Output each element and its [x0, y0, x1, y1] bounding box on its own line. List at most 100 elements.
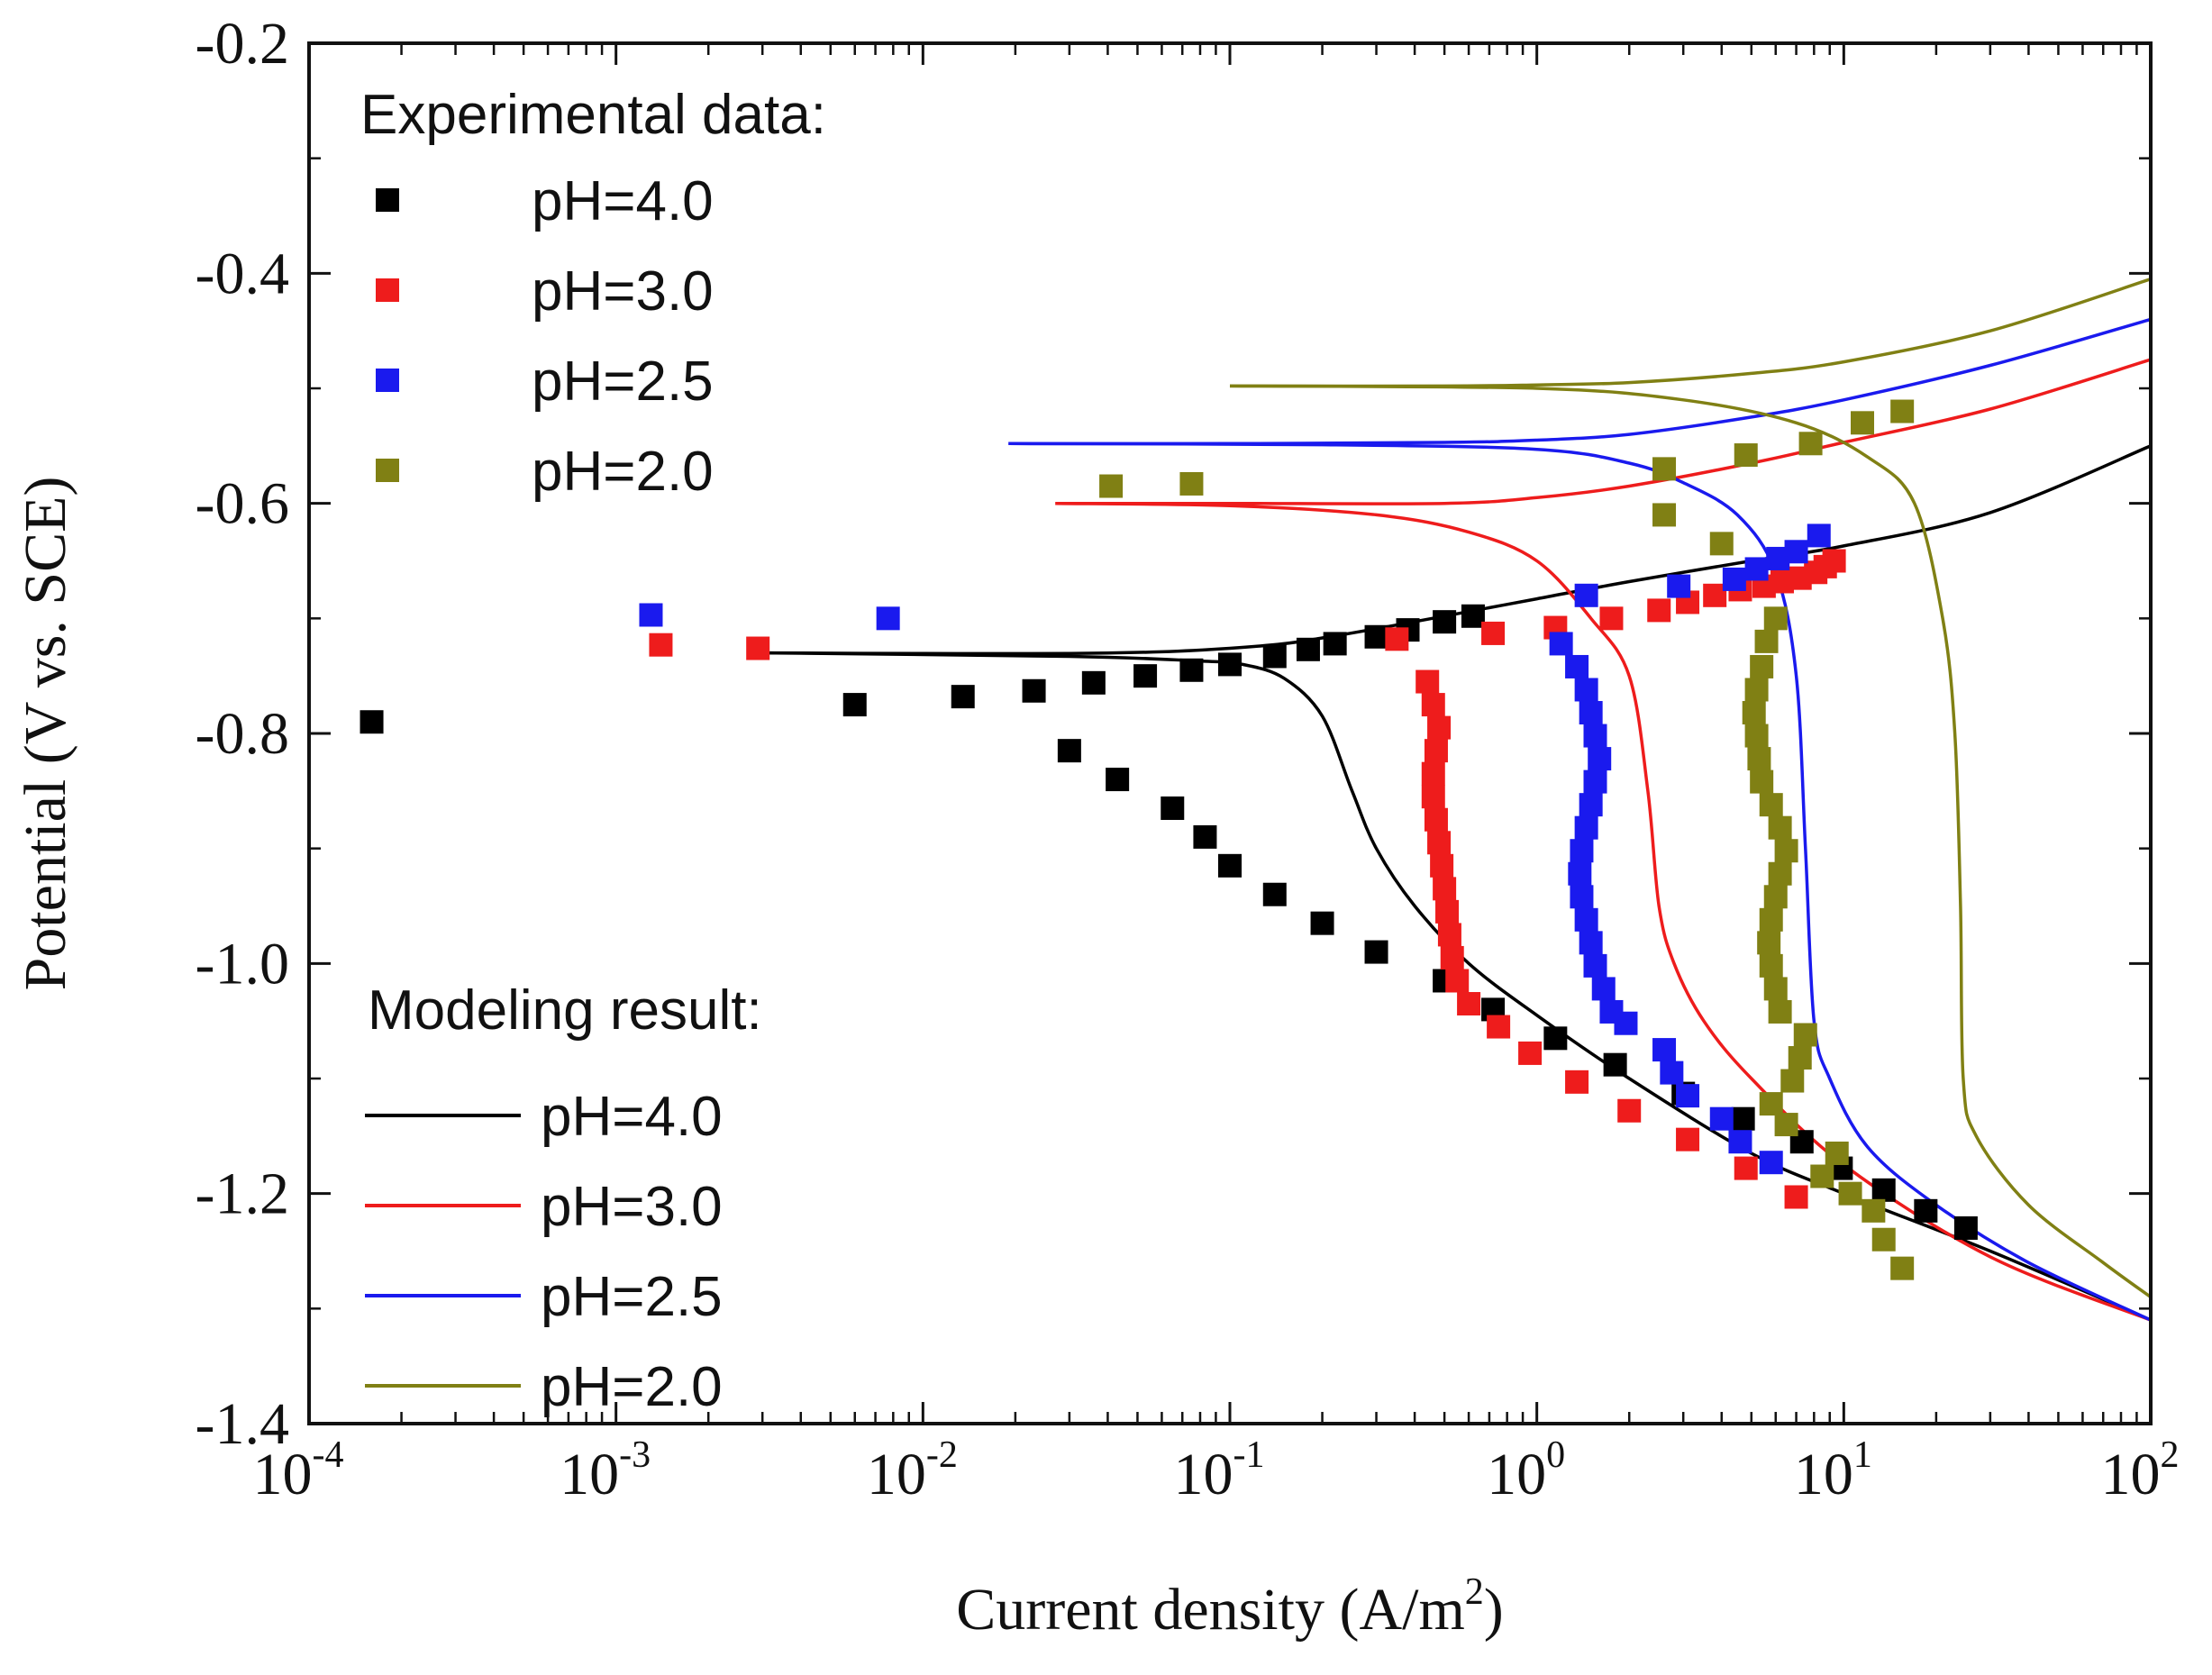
exp-point-pH=3.0	[746, 636, 770, 660]
legend-label-modeling: pH=4.0	[541, 1086, 723, 1148]
exp-point-pH=2.5	[1570, 839, 1594, 863]
exp-point-pH=3.0	[1703, 583, 1727, 607]
exp-point-pH=2.5	[1579, 931, 1603, 955]
exp-point-pH=3.0	[1427, 831, 1452, 855]
exp-point-pH=2.0	[1652, 503, 1677, 527]
legend-modeling-title: Modeling result:	[368, 979, 762, 1042]
model-curve-pH=2.5	[1008, 317, 2151, 446]
legend-label-experimental: pH=2.5	[532, 350, 714, 413]
legend-label-experimental: pH=3.0	[532, 260, 714, 323]
exp-point-pH=3.0	[1424, 807, 1448, 832]
legend: Experimental data: Modeling result: pH=4…	[360, 84, 826, 1418]
exp-point-pH=2.0	[1759, 907, 1783, 932]
exp-point-pH=2.0	[1754, 629, 1779, 653]
experimental-points	[360, 399, 1978, 1280]
x-axis-title: Current density (A/m2)	[956, 1571, 1504, 1643]
exp-point-pH=3.0	[1457, 992, 1481, 1016]
exp-point-pH=2.0	[1788, 1046, 1812, 1070]
exp-point-pH=3.0	[1487, 1015, 1511, 1039]
legend-label-modeling: pH=2.5	[541, 1266, 723, 1328]
x-tick-label: 10-4	[253, 1434, 344, 1507]
exp-point-pH=2.0	[1768, 815, 1792, 840]
exp-point-pH=3.0	[1617, 1098, 1642, 1123]
exp-point-pH=4.0	[1161, 796, 1185, 820]
exp-point-pH=2.5	[1728, 1130, 1752, 1154]
exp-point-pH=2.0	[1763, 885, 1788, 909]
y-tick-label: -1.0	[196, 931, 289, 997]
exp-point-pH=4.0	[1433, 610, 1457, 634]
exp-point-pH=2.5	[1667, 574, 1691, 598]
x-tick-label: 102	[2101, 1434, 2180, 1507]
plot-frame	[307, 41, 2153, 1425]
exp-point-pH=3.0	[1385, 627, 1409, 651]
legend-marker-experimental	[376, 188, 399, 212]
exp-point-pH=4.0	[1603, 1052, 1627, 1077]
exp-point-pH=2.0	[1747, 747, 1771, 771]
exp-point-pH=2.0	[1862, 1198, 1886, 1223]
exp-point-pH=4.0	[1022, 678, 1046, 703]
exp-point-pH=2.0	[1763, 977, 1788, 1001]
exp-point-pH=2.5	[1591, 977, 1616, 1001]
exp-point-pH=3.0	[1421, 785, 1445, 809]
exp-point-pH=3.0	[1427, 715, 1452, 740]
x-tick-label: 10-2	[867, 1434, 958, 1507]
exp-point-pH=3.0	[1440, 945, 1464, 969]
exp-point-pH=3.0	[1421, 761, 1445, 786]
exp-point-pH=2.0	[1774, 839, 1798, 863]
exp-point-pH=2.0	[1757, 931, 1781, 955]
exp-point-pH=4.0	[1914, 1198, 1938, 1223]
exp-point-pH=2.5	[1709, 1106, 1734, 1131]
exp-point-pH=2.0	[1763, 606, 1788, 631]
exp-point-pH=4.0	[1323, 632, 1347, 656]
exp-point-pH=4.0	[1953, 1215, 1978, 1240]
exp-point-pH=3.0	[1415, 669, 1440, 694]
exp-point-pH=2.0	[1871, 1227, 1896, 1252]
exp-point-pH=2.0	[1652, 457, 1677, 481]
exp-point-pH=2.0	[1750, 654, 1774, 678]
exp-point-pH=2.5	[1588, 747, 1612, 771]
exp-point-pH=2.5	[1676, 1084, 1700, 1108]
exp-point-pH=3.0	[1784, 1185, 1808, 1209]
exp-point-pH=2.0	[1759, 1092, 1783, 1116]
exp-point-pH=2.0	[1099, 474, 1124, 498]
exp-point-pH=4.0	[1364, 940, 1388, 964]
exp-point-pH=4.0	[1461, 604, 1485, 628]
exp-point-pH=3.0	[1445, 969, 1470, 993]
exp-point-pH=3.0	[1599, 606, 1624, 631]
modeling-curves	[762, 278, 2151, 1322]
exp-point-pH=2.0	[1179, 471, 1204, 496]
legend-label-experimental: pH=2.0	[532, 441, 714, 503]
exp-point-pH=2.0	[1744, 678, 1769, 702]
exp-point-pH=2.0	[1759, 793, 1783, 817]
exp-point-pH=2.0	[1742, 701, 1766, 725]
y-tick-label: -1.4	[196, 1391, 289, 1457]
exp-point-pH=2.5	[1579, 793, 1603, 817]
exp-point-pH=4.0	[1133, 664, 1158, 688]
legend-label-experimental: pH=4.0	[532, 170, 714, 232]
exp-point-pH=4.0	[360, 710, 384, 734]
model-curve-pH=2.0	[1229, 384, 2151, 1299]
exp-point-pH=2.5	[1759, 1151, 1783, 1175]
exp-point-pH=4.0	[1731, 1106, 1755, 1131]
exp-point-pH=4.0	[1218, 652, 1242, 677]
exp-point-pH=2.5	[1568, 861, 1592, 886]
exp-point-pH=3.0	[1430, 853, 1454, 878]
exp-point-pH=3.0	[649, 633, 673, 657]
exp-point-pH=2.5	[639, 603, 663, 627]
exp-point-pH=2.5	[1549, 632, 1573, 656]
exp-point-pH=4.0	[1310, 911, 1334, 935]
exp-point-pH=2.5	[1807, 523, 1831, 548]
exp-point-pH=2.5	[1652, 1038, 1677, 1062]
exp-point-pH=3.0	[1734, 1156, 1758, 1180]
exp-point-pH=4.0	[1871, 1178, 1896, 1202]
exp-point-pH=4.0	[951, 685, 975, 709]
exp-point-pH=4.0	[1364, 624, 1388, 649]
exp-point-pH=4.0	[1218, 853, 1242, 878]
legend-marker-experimental	[376, 278, 399, 302]
exp-point-pH=2.0	[1750, 769, 1774, 794]
exp-point-pH=2.5	[1565, 654, 1589, 678]
x-tick-label: 10-3	[560, 1434, 651, 1507]
exp-point-pH=4.0	[1106, 768, 1130, 792]
model-curve-pH=2.5	[1008, 442, 2151, 1322]
exp-point-pH=2.5	[1744, 557, 1769, 581]
